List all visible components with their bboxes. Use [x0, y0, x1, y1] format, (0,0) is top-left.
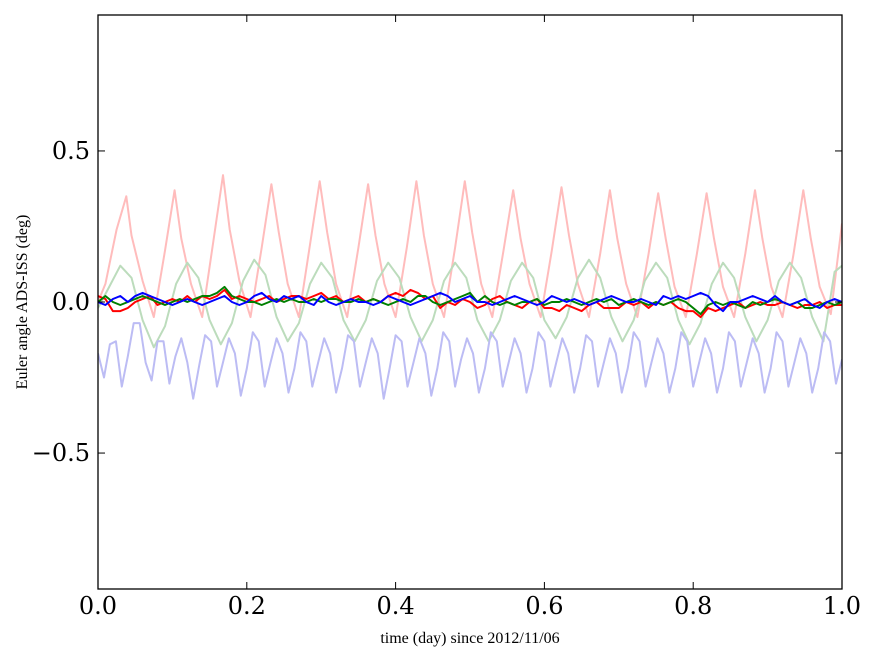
x-tick-label: 0.8 — [674, 592, 712, 620]
series-line-1 — [98, 174, 842, 319]
y-tick-label: −0.5 — [32, 439, 90, 467]
series-line-6 — [98, 291, 842, 313]
x-tick-label: 0.4 — [377, 592, 415, 620]
y-axis-label: Euler angle ADS-ISS (deg) — [14, 215, 31, 390]
series-line-3 — [98, 322, 842, 400]
series-line-4 — [98, 288, 842, 319]
x-axis-label: time (day) since 2012/11/06 — [380, 630, 559, 647]
series-line-5 — [98, 285, 842, 316]
ticks-layer: 0.0 0.2 0.4 0.6 0.8 1.0 0.5 0.0 −0.5 — [32, 15, 861, 620]
y-tick-label: 0.5 — [52, 137, 90, 165]
series-layer — [98, 174, 842, 400]
x-tick-label: 0.0 — [79, 592, 117, 620]
y-tick-label: 0.0 — [52, 288, 90, 316]
series-line-2 — [98, 258, 842, 349]
x-tick-label: 1.0 — [823, 592, 861, 620]
x-tick-label: 0.2 — [228, 592, 266, 620]
x-tick-label: 0.6 — [525, 592, 563, 620]
